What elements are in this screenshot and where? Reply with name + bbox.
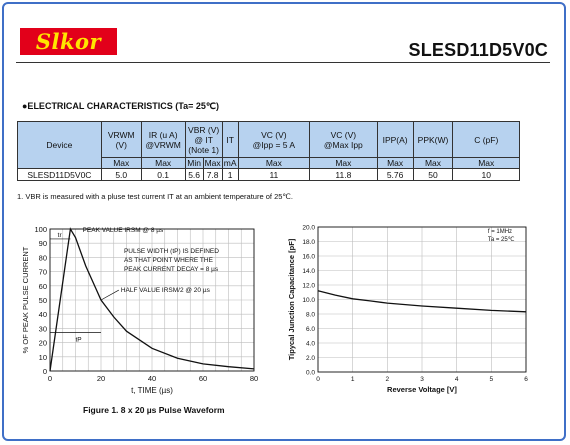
table-note: 1. VBR is measured with a pluse test cur… <box>17 192 293 201</box>
col-device: Device <box>17 121 102 169</box>
cell-vc-max: 11.8 <box>309 168 378 181</box>
annotation-tp: tP <box>76 337 82 344</box>
cell-ipp: 5.76 <box>376 168 414 181</box>
y-tick-label: 0.0 <box>306 370 315 377</box>
x-tick-label: 80 <box>250 374 258 383</box>
x-tick-label: 4 <box>455 376 459 383</box>
col-c: C (pF) <box>452 121 520 158</box>
chart-legend-text: Ta = 25℃ <box>488 237 515 243</box>
x-axis-label: t, TIME (µs) <box>131 386 173 395</box>
page-frame <box>2 2 566 441</box>
y-tick-label: 10 <box>39 353 47 362</box>
y-tick-label: 50 <box>39 296 47 305</box>
x-tick-label: 3 <box>420 376 424 383</box>
col-vrwm: VRWM (V) <box>100 121 142 158</box>
annotation-peak: PEAK VALUE IRSM @ 8 µs <box>83 227 164 234</box>
y-axis-label: % OF PEAK PULSE CURRENT <box>21 246 30 353</box>
x-tick-label: 40 <box>148 374 156 383</box>
figure-caption: Figure 1. 8 x 20 µs Pulse Waveform <box>83 405 225 415</box>
series-line <box>49 227 255 372</box>
section-title: ●ELECTRICAL CHARACTERISTICS (Ta= 25℃) <box>22 101 219 111</box>
part-number: SLESD11D5V0C <box>408 40 548 60</box>
sub-ir: Max <box>140 157 186 169</box>
half-leader <box>100 289 120 301</box>
chart-legend-text: f = 1MHz <box>488 229 512 235</box>
y-tick-label: 20 <box>39 339 47 348</box>
table-header-row: Device VRWM (V) IR (u A) @VRWM VBR (V) @… <box>17 121 520 169</box>
col-ipp: IPP(A) <box>376 121 414 158</box>
annotation-pulse-width: PEAK CURRENT DECAY = 8 µs <box>124 266 219 273</box>
x-tick-label: 0 <box>48 374 52 383</box>
cell-vc-5a: 11 <box>237 168 311 181</box>
table-row: SLESD11D5V0C 5.0 0.1 5.6 7.8 1 11 11.8 5… <box>17 168 520 181</box>
y-tick-label: 60 <box>39 282 47 291</box>
cell-ir: 0.1 <box>140 168 186 181</box>
y-axis-label: Tipycal Junction Capacitance [pF] <box>287 238 296 360</box>
col-vc-5a: VC (V) @Ipp = 5 A <box>237 121 311 158</box>
y-tick-label: 2.0 <box>306 355 315 362</box>
x-tick-label: 0 <box>316 376 320 383</box>
y-tick-label: 8.0 <box>306 312 315 319</box>
cell-ppk: 50 <box>412 168 454 181</box>
y-tick-label: 100 <box>34 225 47 234</box>
col-vc-max: VC (V) @Max Ipp <box>309 121 378 158</box>
x-tick-label: 5 <box>490 376 494 383</box>
cell-vbr-max: 7.8 <box>202 168 223 181</box>
col-ir: IR (u A) @VRWM <box>140 121 186 158</box>
y-tick-label: 10.0 <box>302 297 315 304</box>
series-line <box>317 290 527 313</box>
y-tick-label: 0 <box>43 367 47 376</box>
annotation-tr: tr <box>58 232 63 239</box>
x-tick-label: 2 <box>386 376 390 383</box>
y-tick-label: 20.0 <box>302 225 315 232</box>
plot-frame <box>49 228 255 372</box>
annotation-pulse-width: AS THAT POINT WHERE THE <box>124 257 214 264</box>
y-tick-label: 14.0 <box>302 268 315 275</box>
y-tick-label: 80 <box>39 253 47 262</box>
sub-vc-max: Max <box>309 157 378 169</box>
y-tick-label: 70 <box>39 268 47 277</box>
y-tick-label: 30 <box>39 324 47 333</box>
y-tick-label: 90 <box>39 239 47 248</box>
y-tick-label: 12.0 <box>302 283 315 290</box>
y-tick-label: 18.0 <box>302 239 315 246</box>
cell-c: 10 <box>452 168 520 181</box>
x-tick-label: 6 <box>524 376 528 383</box>
x-axis-label: Reverse Voltage [V] <box>387 385 457 394</box>
x-tick-label: 1 <box>351 376 355 383</box>
y-tick-label: 4.0 <box>306 341 315 348</box>
annotation-pulse-width: PULSE WIDTH (tP) IS DEFINED <box>124 248 219 255</box>
y-tick-label: 6.0 <box>306 326 315 333</box>
y-tick-label: 40 <box>39 310 47 319</box>
cell-device: SLESD11D5V0C <box>17 168 102 181</box>
cell-it: 1 <box>221 168 239 181</box>
col-it: IT <box>221 121 239 158</box>
x-tick-label: 20 <box>97 374 105 383</box>
cell-vrwm: 5.0 <box>100 168 142 181</box>
electrical-characteristics-table: Device VRWM (V) IR (u A) @VRWM VBR (V) @… <box>17 121 520 181</box>
col-ppk: PPK(W) <box>412 121 454 158</box>
y-tick-label: 16.0 <box>302 254 315 261</box>
header-rule <box>16 62 550 63</box>
sub-ppk: Max <box>412 157 454 169</box>
plot-frame <box>317 226 527 373</box>
annotation-half: HALF VALUE IRSM/2 @ 20 µs <box>121 287 211 294</box>
brand-logo: Slkor <box>20 28 117 55</box>
x-tick-label: 60 <box>199 374 207 383</box>
